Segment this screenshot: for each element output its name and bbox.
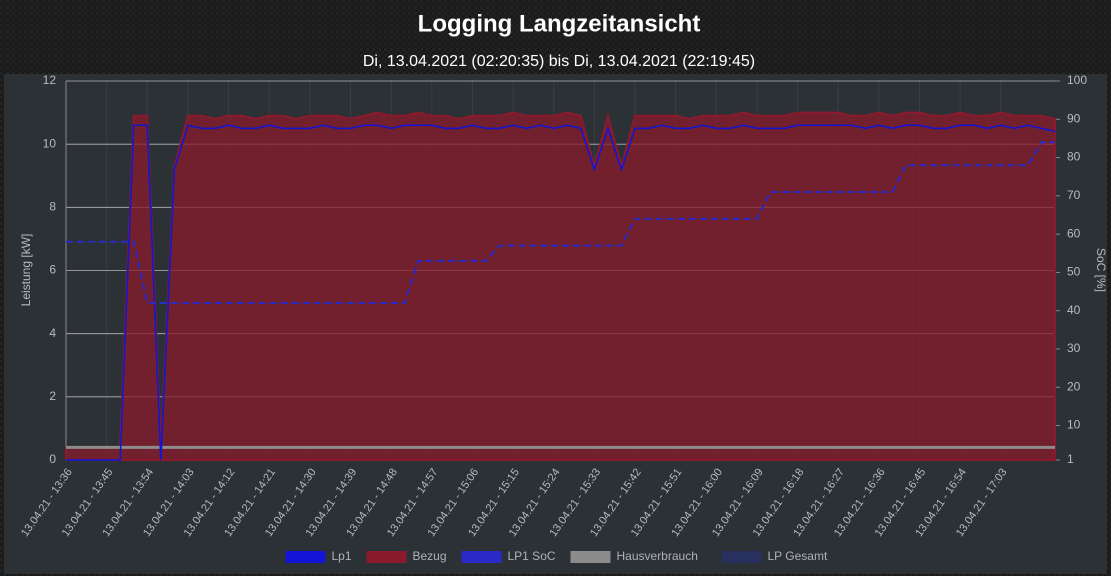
legend-swatch[interactable] [285,551,326,563]
chart-title: Logging Langzeitansicht [418,10,701,37]
legend-label[interactable]: LP1 SoC [508,549,556,563]
legend-label[interactable]: Hausverbrauch [617,549,698,563]
y2-tick-label: 20 [1067,379,1081,393]
y2-tick-label: 1 [1067,452,1074,466]
legend-label[interactable]: Bezug [413,549,447,563]
legend-label[interactable]: Lp1 [332,549,352,563]
legend-swatch[interactable] [461,551,502,563]
y2-tick-label: 30 [1067,341,1081,355]
y-tick-label: 0 [49,452,56,466]
y-axis-label: Leistung [kW] [19,234,33,307]
y-tick-label: 4 [49,326,56,340]
y2-tick-label: 50 [1067,265,1081,279]
y-tick-label: 12 [43,73,57,87]
legend-swatch[interactable] [366,551,407,563]
chart-subtitle: Di, 13.04.2021 (02:20:35) bis Di, 13.04.… [363,53,755,70]
series-line [66,124,1056,461]
y2-tick-label: 100 [1067,73,1087,87]
area [65,111,1056,461]
y2-tick-label: 40 [1067,303,1081,317]
y2-axis-label: SoC [%] [1094,248,1108,292]
y-tick-label: 8 [49,200,56,214]
y2-tick-label: 80 [1067,150,1081,164]
y2-tick-label: 60 [1067,226,1081,240]
y-tick-label: 2 [49,389,56,403]
y2-tick-label: 70 [1067,188,1081,202]
y2-tick-label: 90 [1067,111,1081,125]
y2-tick-label: 10 [1067,418,1081,432]
legend-swatch[interactable] [721,551,762,563]
y-tick-label: 6 [49,263,56,277]
series-line [66,141,1055,305]
y-tick-label: 10 [43,136,57,150]
legend-swatch[interactable] [570,551,611,563]
legend-label[interactable]: LP Gesamt [768,549,828,563]
